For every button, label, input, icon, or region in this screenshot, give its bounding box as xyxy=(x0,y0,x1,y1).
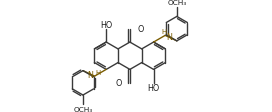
Text: N: N xyxy=(166,33,172,42)
Text: HO: HO xyxy=(100,21,112,29)
Text: O: O xyxy=(138,25,144,34)
Text: O: O xyxy=(116,79,122,88)
Text: N: N xyxy=(88,71,93,80)
Text: H: H xyxy=(95,70,100,75)
Text: OCH₃: OCH₃ xyxy=(73,106,92,112)
Text: HO: HO xyxy=(147,83,160,92)
Text: OCH₃: OCH₃ xyxy=(167,0,186,6)
Text: H: H xyxy=(161,29,167,35)
